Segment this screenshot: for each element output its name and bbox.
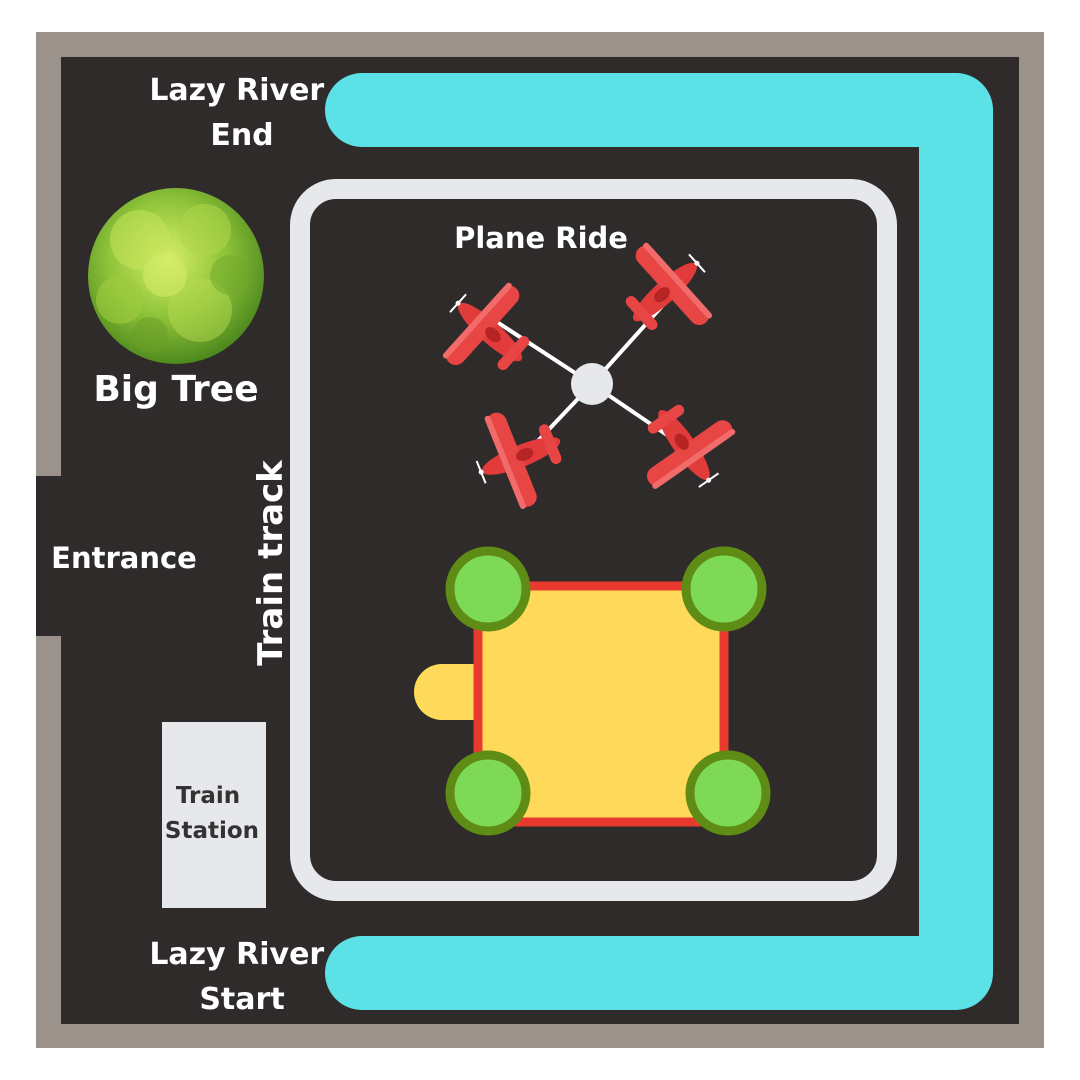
ride-hub-icon	[571, 363, 613, 405]
train-track	[290, 179, 897, 901]
entrance-label: Entrance	[51, 541, 197, 575]
post-icon	[681, 546, 767, 632]
plane-ride-label: Plane Ride	[454, 221, 628, 255]
playground-platform	[473, 581, 729, 827]
big-tree-label: Big Tree	[93, 369, 258, 410]
post-icon	[445, 750, 531, 836]
train-station-label: Train Station	[165, 783, 259, 844]
lazy-river-start-label: Lazy River Start	[149, 937, 334, 1017]
post-icon	[685, 750, 771, 836]
post-icon	[445, 546, 531, 632]
entrance-gap	[36, 476, 62, 636]
lazy-river	[325, 73, 993, 1010]
plane-ride[interactable]	[421, 223, 753, 521]
tree-icon	[88, 188, 264, 364]
lazy-river-end-label: Lazy River End	[149, 73, 334, 153]
train-station[interactable]	[162, 722, 266, 908]
train-track-label: Train track	[251, 459, 291, 666]
playground[interactable]	[414, 546, 771, 836]
